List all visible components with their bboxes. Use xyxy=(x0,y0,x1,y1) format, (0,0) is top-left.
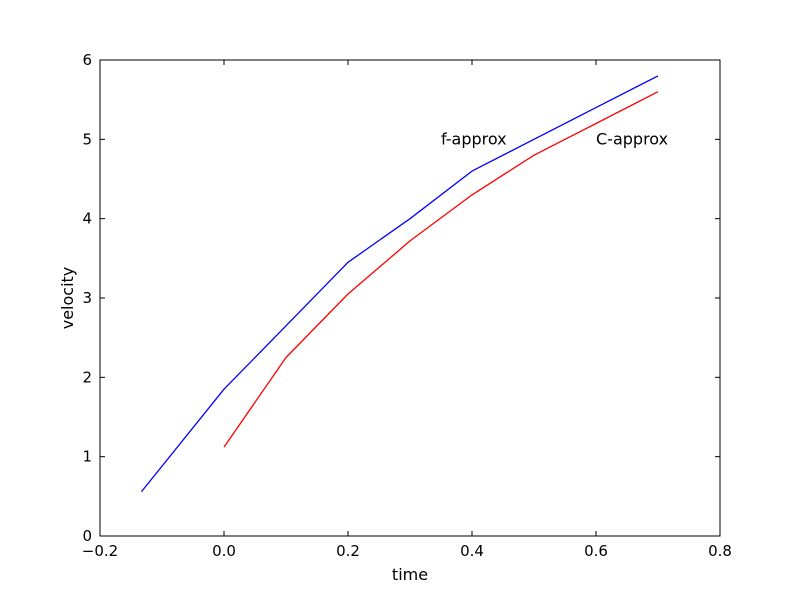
y-tick-label: 2 xyxy=(82,368,92,386)
x-tick-label: 0.2 xyxy=(336,542,360,560)
annotation-label: C-approx xyxy=(596,129,668,148)
y-tick-label: 4 xyxy=(82,210,92,228)
series-group xyxy=(140,75,659,493)
annotations-group: f-approx C-approx xyxy=(441,129,668,148)
x-tick-label: 0.6 xyxy=(584,542,608,560)
x-tick-label: 0.8 xyxy=(708,542,732,560)
x-axis-label: time xyxy=(392,565,428,584)
annotation-label: f-approx xyxy=(441,129,507,148)
plot-frame xyxy=(99,59,721,537)
y-tick-label: 3 xyxy=(82,289,92,307)
x-tick-label: 0.0 xyxy=(212,542,236,560)
axis-ticks: −0.2 0.0 0.2 0.4 0.6 0.8 0 1 2 3 4 5 6 xyxy=(82,51,732,560)
series-line-1 xyxy=(140,75,659,493)
y-tick-label: 5 xyxy=(82,130,92,148)
y-axis-label: velocity xyxy=(58,267,77,330)
x-tick-label: −0.2 xyxy=(82,542,118,560)
y-tick-label: 0 xyxy=(82,527,92,545)
y-tick-label: 1 xyxy=(82,448,92,466)
x-tick-label: 0.4 xyxy=(460,542,484,560)
y-tick-label: 6 xyxy=(82,51,92,69)
plot-area xyxy=(100,60,720,536)
series-line-2 xyxy=(223,91,659,448)
